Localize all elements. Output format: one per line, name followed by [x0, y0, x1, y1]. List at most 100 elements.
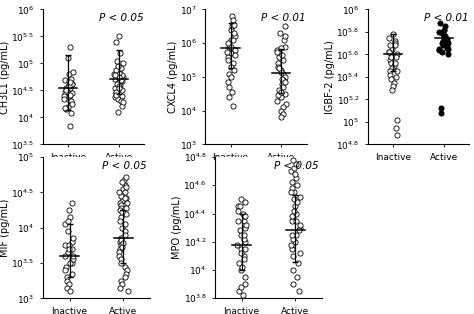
- Point: [436, 30, 443, 35]
- Point: [229, 17, 237, 22]
- Point: [279, 57, 286, 62]
- Point: [274, 93, 282, 98]
- Point: [230, 30, 238, 35]
- Point: [68, 257, 76, 262]
- Point: [273, 98, 281, 103]
- Point: [62, 77, 69, 82]
- Point: [444, 40, 451, 45]
- Point: [116, 218, 124, 223]
- Point: [281, 74, 288, 79]
- Point: [122, 184, 130, 189]
- Point: [385, 35, 392, 40]
- Point: [118, 225, 126, 230]
- Point: [61, 253, 69, 258]
- Point: [279, 76, 286, 81]
- Point: [444, 46, 452, 51]
- Point: [388, 61, 395, 66]
- Point: [241, 200, 248, 205]
- Point: [392, 43, 399, 48]
- Point: [121, 222, 129, 227]
- Point: [69, 257, 77, 262]
- Point: [124, 289, 131, 294]
- Point: [237, 284, 245, 290]
- Point: [118, 236, 125, 241]
- Point: [118, 210, 126, 215]
- Point: [111, 73, 119, 78]
- Point: [68, 99, 75, 104]
- Point: [295, 228, 303, 233]
- Point: [237, 246, 245, 251]
- Point: [65, 87, 73, 92]
- Point: [224, 79, 232, 84]
- Point: [276, 54, 283, 59]
- Point: [240, 293, 247, 298]
- Point: [111, 76, 118, 81]
- Point: [115, 69, 123, 74]
- Point: [69, 69, 76, 74]
- Point: [282, 101, 289, 106]
- Point: [64, 278, 71, 283]
- Point: [69, 236, 77, 241]
- Point: [120, 177, 128, 182]
- Point: [437, 111, 445, 116]
- Point: [237, 232, 244, 237]
- Point: [68, 239, 76, 244]
- Point: [69, 101, 76, 106]
- Point: [226, 71, 233, 76]
- Point: [438, 41, 446, 46]
- Point: [296, 194, 303, 199]
- Point: [65, 282, 73, 287]
- Point: [237, 228, 244, 233]
- Point: [228, 27, 235, 32]
- Point: [227, 64, 234, 69]
- Point: [228, 14, 236, 19]
- Point: [119, 74, 127, 79]
- Point: [224, 54, 232, 59]
- Point: [288, 180, 295, 185]
- Point: [230, 22, 237, 27]
- Point: [112, 68, 119, 73]
- Point: [289, 246, 296, 251]
- Point: [121, 264, 128, 269]
- Point: [118, 278, 125, 283]
- Point: [282, 34, 289, 39]
- Point: [391, 38, 399, 43]
- Point: [118, 179, 126, 184]
- Text: P < 0.05: P < 0.05: [102, 161, 146, 171]
- Point: [117, 214, 125, 219]
- Point: [66, 92, 74, 97]
- Point: [443, 38, 450, 43]
- Point: [116, 83, 124, 88]
- Point: [119, 61, 127, 66]
- Point: [63, 88, 70, 93]
- Point: [67, 76, 75, 81]
- Point: [227, 74, 234, 79]
- Point: [69, 91, 76, 96]
- Point: [439, 43, 447, 48]
- Point: [66, 260, 74, 265]
- Point: [65, 84, 73, 89]
- Point: [229, 61, 237, 66]
- Point: [117, 200, 124, 205]
- Point: [281, 37, 288, 42]
- Point: [123, 268, 131, 273]
- Point: [445, 41, 452, 46]
- Point: [67, 111, 74, 116]
- Point: [292, 218, 300, 223]
- Point: [389, 32, 397, 37]
- Point: [117, 243, 125, 248]
- Point: [393, 133, 401, 138]
- Point: [240, 232, 248, 237]
- Y-axis label: CH3L1 (pg/mL): CH3L1 (pg/mL): [0, 40, 10, 114]
- Point: [291, 197, 298, 202]
- Point: [275, 51, 283, 56]
- Point: [290, 268, 297, 273]
- Point: [389, 84, 396, 89]
- Point: [391, 61, 399, 66]
- Point: [69, 253, 77, 258]
- Point: [118, 198, 126, 203]
- Point: [275, 88, 283, 93]
- Point: [115, 96, 122, 101]
- Point: [66, 78, 73, 83]
- Point: [292, 232, 299, 237]
